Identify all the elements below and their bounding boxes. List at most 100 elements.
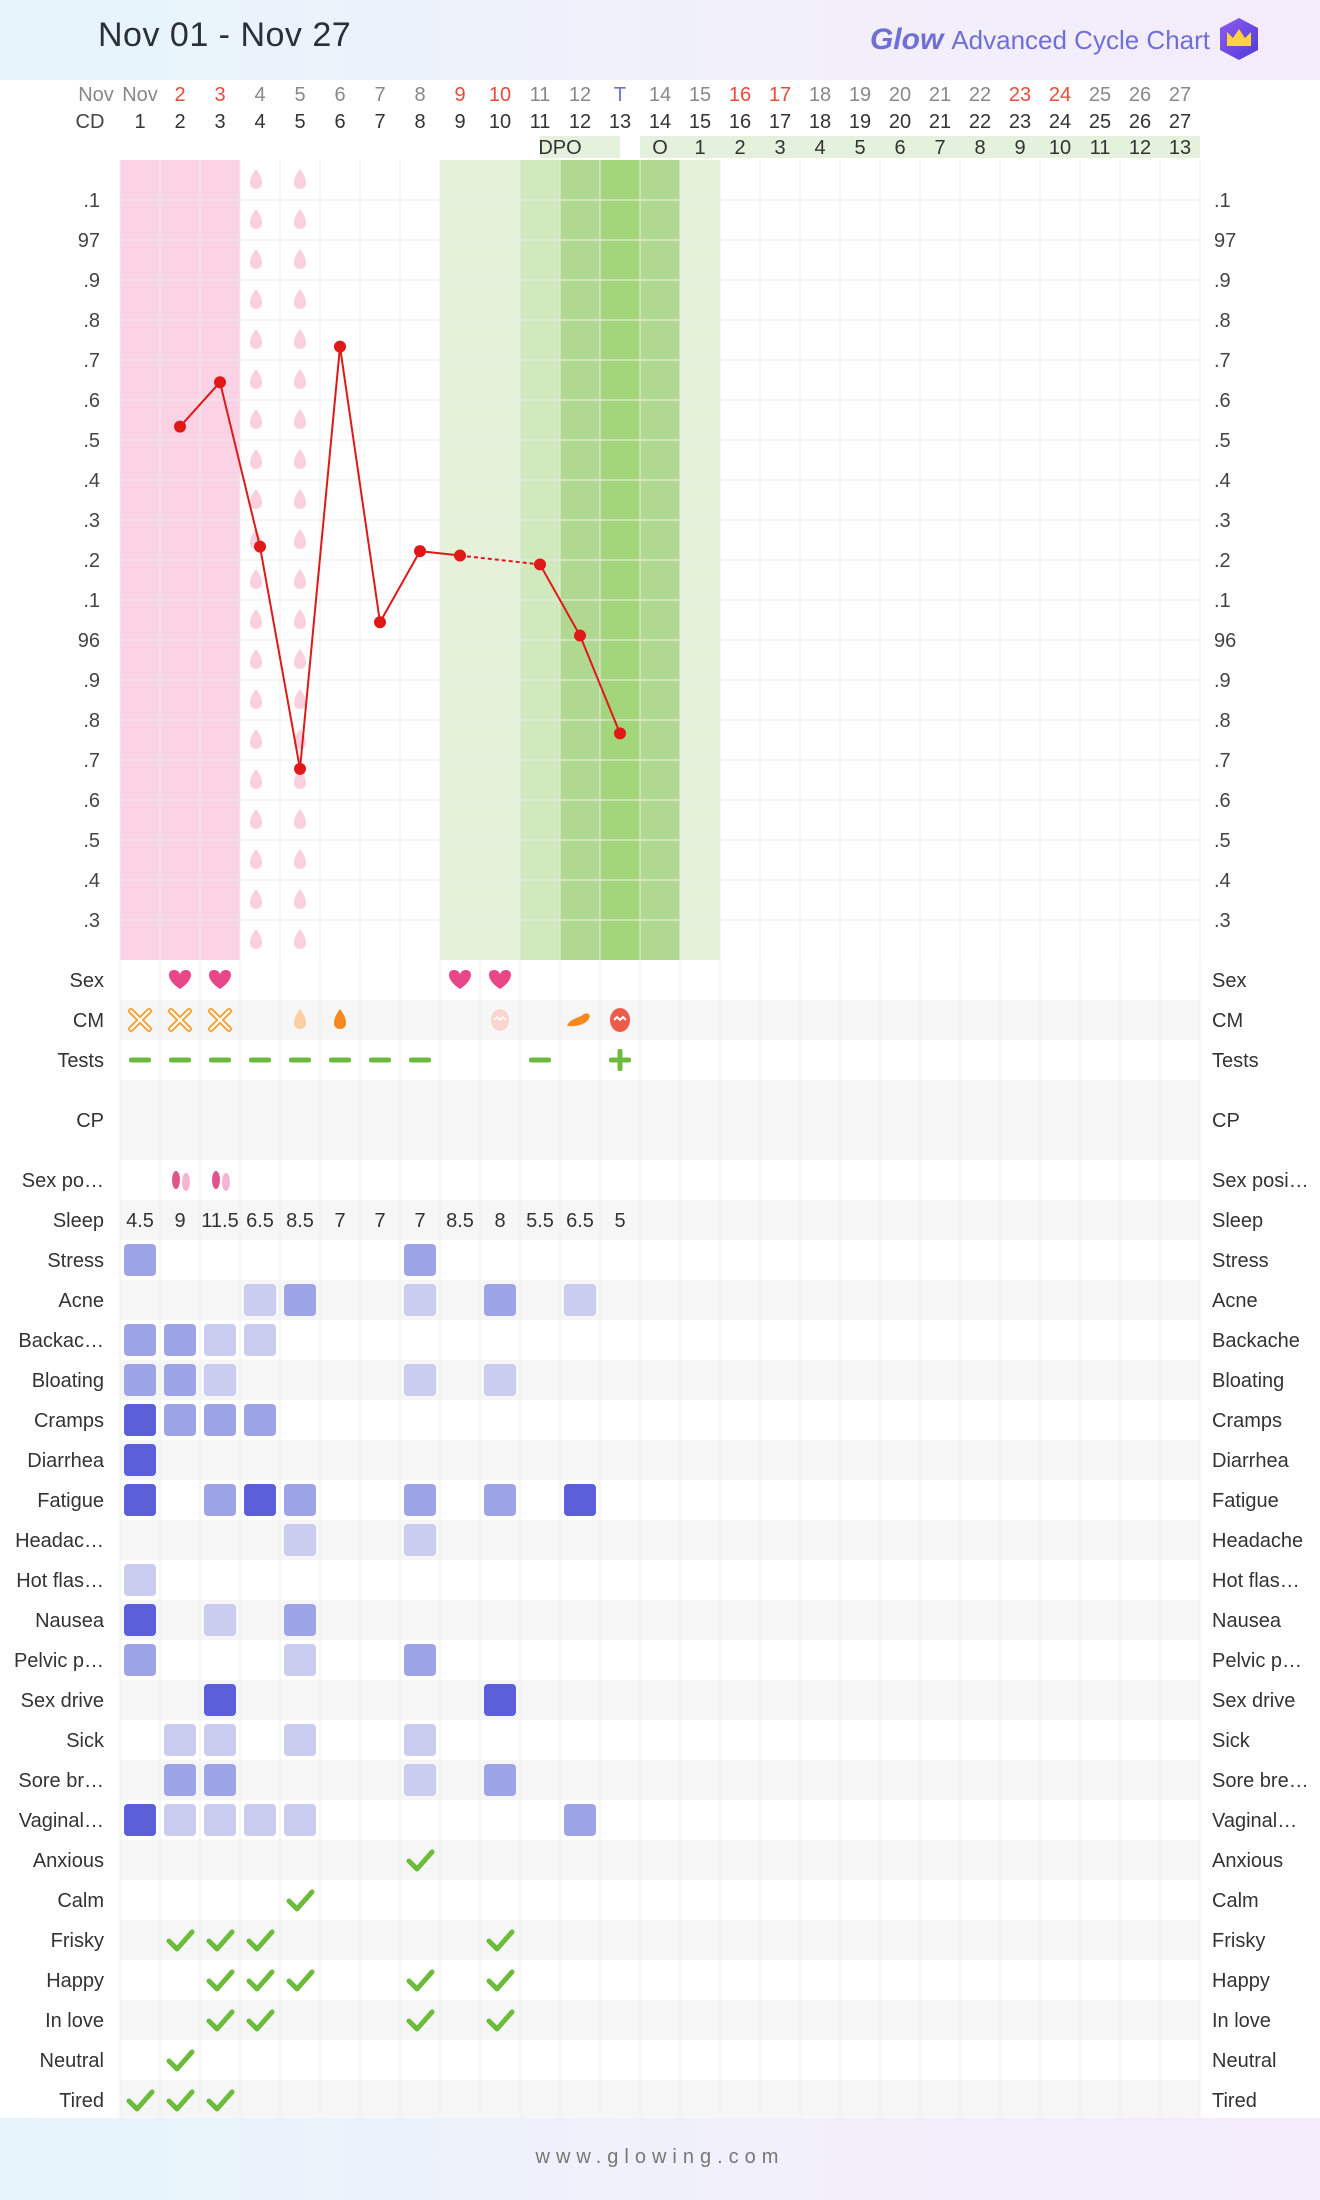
temp-axis-label-left: 96 xyxy=(78,630,100,652)
cd-value: 7 xyxy=(374,111,385,133)
row-label-right: Fatigue xyxy=(1212,1490,1279,1512)
heart-icon xyxy=(489,970,511,989)
date-label: 7 xyxy=(374,84,385,106)
symptom-square xyxy=(284,1524,316,1556)
row-label-left: Fatigue xyxy=(37,1490,104,1512)
cd-value: 24 xyxy=(1049,111,1071,133)
symptom-square xyxy=(284,1804,316,1836)
dpo-value: 4 xyxy=(814,137,825,159)
cm-eggwhite-icon-crack xyxy=(493,1015,507,1022)
date-label: 10 xyxy=(489,84,511,106)
row-label-right: Sleep xyxy=(1212,1210,1263,1232)
spotting-drop-icon xyxy=(250,569,262,589)
symptom-square xyxy=(164,1324,196,1356)
row-label-left: Headac… xyxy=(15,1530,104,1552)
sleep-value: 8 xyxy=(494,1210,505,1232)
date-label: 6 xyxy=(334,84,345,106)
spotting-drop-icon xyxy=(250,369,262,389)
sleep-value: 4.5 xyxy=(126,1210,154,1232)
row-label-right: Hot flas… xyxy=(1212,1570,1300,1592)
spotting-drop-icon xyxy=(250,329,262,349)
row-label-right: Acne xyxy=(1212,1290,1258,1312)
sleep-value: 9 xyxy=(174,1210,185,1232)
date-label: 26 xyxy=(1129,84,1151,106)
dpo-value: 2 xyxy=(734,137,745,159)
symptom-square xyxy=(284,1604,316,1636)
temp-point xyxy=(574,629,586,642)
test-negative-icon xyxy=(529,1057,551,1063)
check-icon xyxy=(246,2009,275,2032)
row-label-left: CM xyxy=(73,1010,104,1032)
row-label-left: Tired xyxy=(59,2090,104,2112)
row-label-left: Cramps xyxy=(34,1410,104,1432)
temp-axis-label-right: 97 xyxy=(1214,230,1236,252)
spotting-drop-icon xyxy=(294,449,306,469)
temp-point xyxy=(614,727,626,740)
sleep-value: 7 xyxy=(334,1210,345,1232)
symptom-square xyxy=(484,1764,516,1796)
test-negative-icon xyxy=(249,1057,271,1063)
date-label: 14 xyxy=(649,84,671,106)
date-label: 18 xyxy=(809,84,831,106)
symptom-square xyxy=(564,1284,596,1316)
temp-axis-label-right: .9 xyxy=(1214,270,1231,292)
temp-axis-label-left: .2 xyxy=(83,550,100,572)
cd-value: 12 xyxy=(569,111,591,133)
row-label-right: Frisky xyxy=(1212,1930,1265,1952)
row-label-left: Frisky xyxy=(51,1930,104,1952)
symptom-square xyxy=(484,1284,516,1316)
row-stripe xyxy=(120,1680,1200,1720)
symptom-square xyxy=(164,1804,196,1836)
row-label-left: Sore br… xyxy=(18,1770,104,1792)
symptom-square xyxy=(204,1724,236,1756)
row-label-right: Bloating xyxy=(1212,1370,1284,1392)
spotting-drop-icon xyxy=(250,689,262,709)
symptom-square xyxy=(564,1484,596,1516)
cd-value: 17 xyxy=(769,111,791,133)
temp-axis-label-right: .2 xyxy=(1214,550,1231,572)
footer-url[interactable]: www.glowing.com xyxy=(535,2146,785,2168)
row-label-left: Sex po… xyxy=(22,1170,104,1192)
date-label: 20 xyxy=(889,84,911,106)
date-label: 23 xyxy=(1009,84,1031,106)
row-label-left: Calm xyxy=(57,1890,104,1912)
date-label: 4 xyxy=(254,84,265,106)
symptom-square xyxy=(484,1364,516,1396)
row-label-right: Vaginal… xyxy=(1212,1810,1297,1832)
date-label: 12 xyxy=(569,84,591,106)
row-label-left: Anxious xyxy=(33,1850,104,1872)
test-positive-icon xyxy=(617,1049,623,1071)
row-stripe xyxy=(120,1520,1200,1560)
symptom-square xyxy=(204,1604,236,1636)
cd-value: 3 xyxy=(214,111,225,133)
cd-value: 25 xyxy=(1089,111,1111,133)
date-label: 19 xyxy=(849,84,871,106)
temp-point xyxy=(414,545,426,558)
dpo-value: 7 xyxy=(934,137,945,159)
row-label-left: In love xyxy=(45,2010,104,2032)
sleep-value: 7 xyxy=(374,1210,385,1232)
temp-line-segment xyxy=(539,563,581,637)
check-icon xyxy=(206,2009,235,2032)
date-label: 5 xyxy=(294,84,305,106)
temp-point xyxy=(254,540,266,553)
symptom-square xyxy=(204,1484,236,1516)
row-label-right: Sex xyxy=(1212,970,1246,992)
cd-value: 23 xyxy=(1009,111,1031,133)
symptom-square xyxy=(124,1324,156,1356)
temp-axis-label-right: .6 xyxy=(1214,390,1231,412)
spotting-drop-icon xyxy=(294,929,306,949)
row-label-right: Pelvic p… xyxy=(1212,1650,1302,1672)
symptom-square xyxy=(284,1644,316,1676)
row-label-right: Sore bre… xyxy=(1212,1770,1309,1792)
test-negative-icon xyxy=(209,1057,231,1063)
row-label-left: Backac… xyxy=(18,1330,104,1352)
symptom-square xyxy=(404,1644,436,1676)
spotting-drop-icon xyxy=(250,409,262,429)
temp-line-segment xyxy=(379,550,421,623)
sex-position-icon xyxy=(212,1171,220,1189)
row-stripe xyxy=(120,1360,1200,1400)
row-label-right: Tired xyxy=(1212,2090,1257,2112)
symptom-square xyxy=(284,1484,316,1516)
row-stripe xyxy=(120,1600,1200,1640)
